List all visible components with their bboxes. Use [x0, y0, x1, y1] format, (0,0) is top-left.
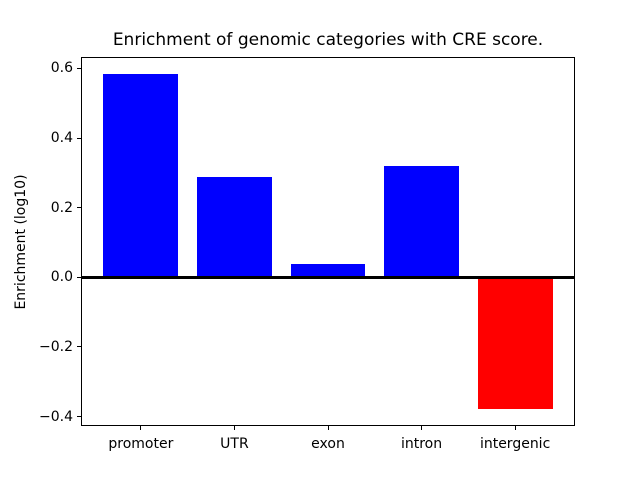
- y-tick-mark: [77, 276, 81, 278]
- y-tick-mark: [77, 67, 81, 69]
- x-tick-mark: [327, 426, 329, 430]
- x-tick-label-intergenic: intergenic: [479, 436, 551, 452]
- bar-promoter: [103, 73, 179, 278]
- y-tick-mark: [77, 137, 81, 139]
- y-tick-label: −0.4: [39, 408, 73, 425]
- y-tick-label: 0.4: [50, 130, 73, 147]
- x-tick-label-exon: exon: [311, 436, 345, 452]
- y-tick-label: 0.2: [50, 199, 73, 216]
- bar-intergenic: [477, 277, 553, 409]
- y-tick-label: 0.6: [50, 60, 73, 77]
- bar-exon: [290, 264, 366, 278]
- x-tick-mark: [140, 426, 142, 430]
- x-tick-mark: [421, 426, 423, 430]
- bar-intron: [384, 165, 459, 278]
- zero-line: [81, 275, 575, 279]
- x-tick-label-UTR: UTR: [220, 436, 249, 452]
- y-tick-mark: [77, 346, 81, 348]
- y-tick-mark: [77, 416, 81, 418]
- y-tick-label: −0.2: [39, 338, 73, 355]
- y-axis-label: Enrichment (log10): [13, 174, 29, 310]
- bar-UTR: [197, 177, 272, 278]
- chart-title: Enrichment of genomic categories with CR…: [112, 30, 544, 50]
- x-tick-mark: [233, 426, 235, 430]
- x-tick-label-intron: intron: [400, 436, 443, 452]
- y-tick-label: 0.0: [50, 269, 73, 286]
- x-tick-mark: [514, 426, 516, 430]
- y-tick-mark: [77, 207, 81, 209]
- x-tick-label-promoter: promoter: [108, 436, 174, 452]
